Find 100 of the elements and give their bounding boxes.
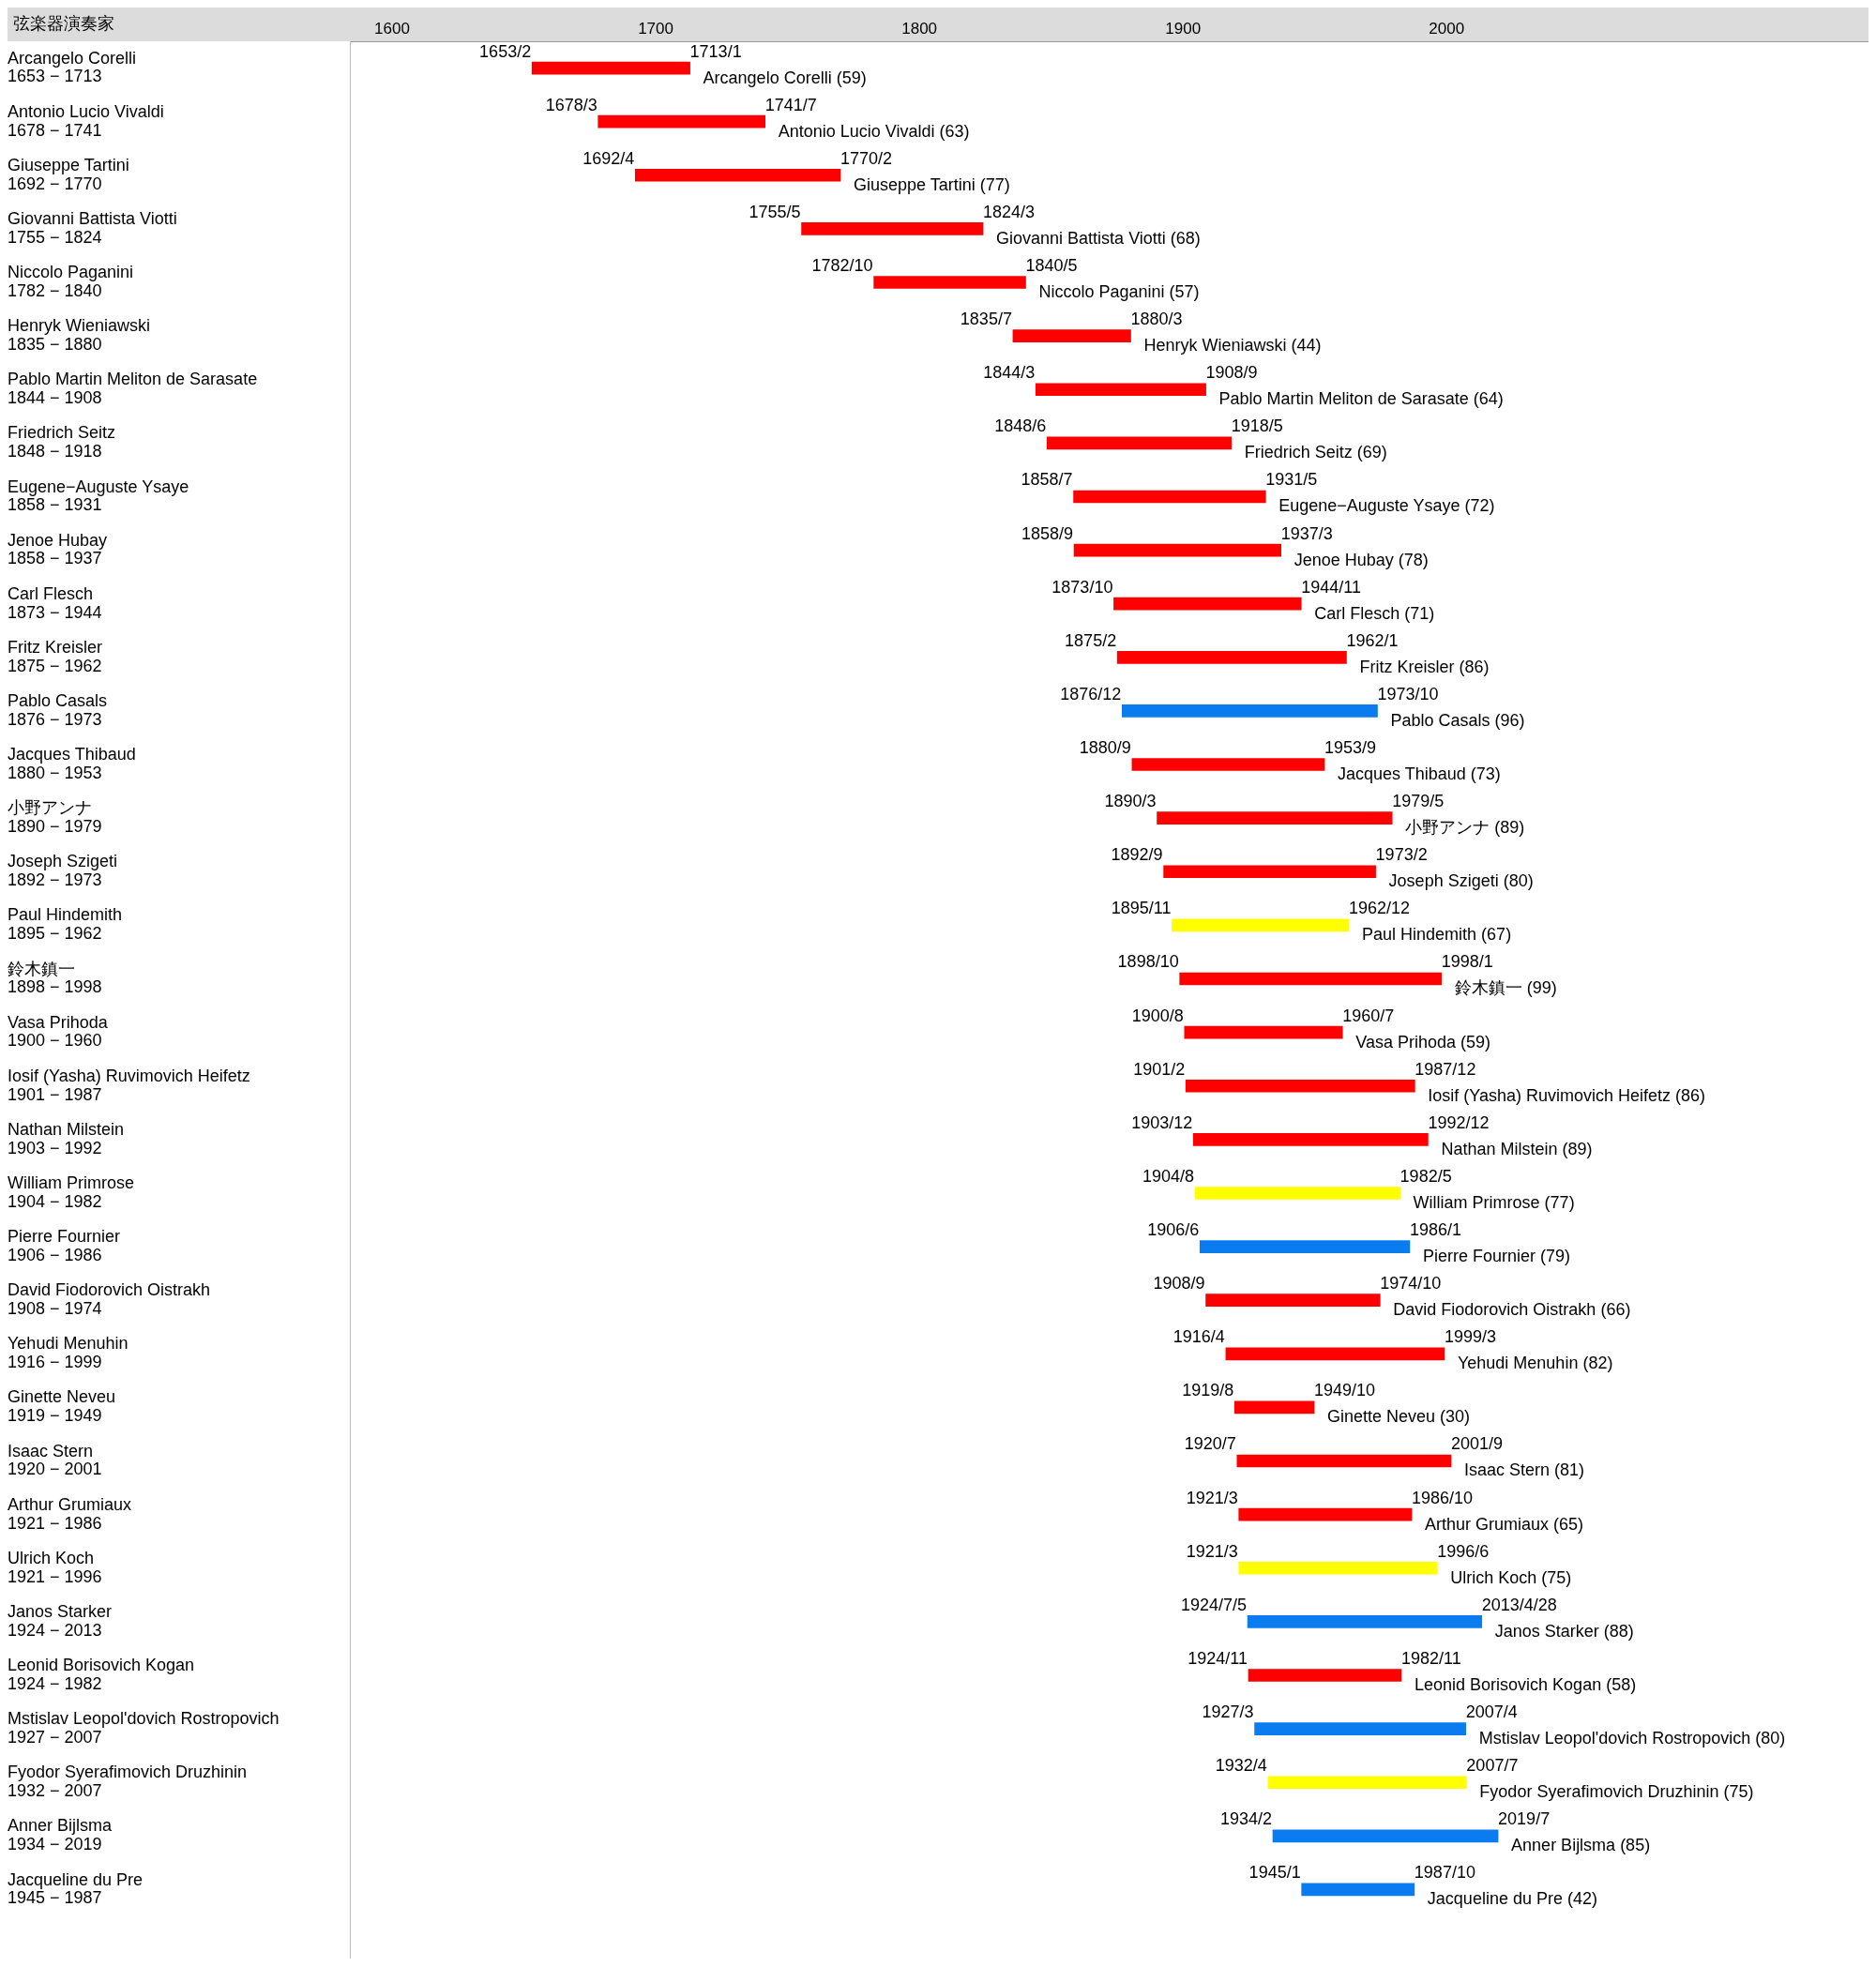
annotation: 1962/12 xyxy=(1349,899,1411,918)
annotation: 1741/7 xyxy=(764,95,817,114)
annotation: 1890/3 xyxy=(1104,792,1157,811)
bar xyxy=(1184,1025,1343,1039)
annotation: 1949/10 xyxy=(1314,1381,1376,1400)
annotation: 1880/9 xyxy=(1079,738,1131,758)
annotation: Henryk Wieniawski (44) xyxy=(1143,336,1322,356)
annotation: Antonio Lucio Vivaldi (63) xyxy=(778,121,970,141)
annotation: 1653/2 xyxy=(479,41,532,61)
annotation: 1835/7 xyxy=(960,310,1012,329)
annotation: 1962/1 xyxy=(1346,630,1399,650)
bar xyxy=(1194,1187,1400,1200)
annotation: 1944/11 xyxy=(1301,577,1361,597)
y-tick-label: Leonid Borisovich Kogan 1924 − 1982 xyxy=(8,1656,195,1693)
y-tick-label: Henryk Wieniawski 1835 − 1880 xyxy=(8,316,151,354)
annotation: 1982/11 xyxy=(1401,1648,1461,1668)
annotation: 1986/1 xyxy=(1409,1220,1461,1240)
annotation: Jacqueline du Pre (42) xyxy=(1427,1889,1597,1909)
y-tick-label: 小野アンナ 1890 − 1979 xyxy=(8,798,102,837)
y-tick-label: Mstislav Leopol'dovich Rostropovich 1927 − 2007 xyxy=(8,1709,280,1747)
y-tick-label: Giuseppe Tartini 1692 − 1770 xyxy=(8,155,129,193)
y-tick-label: Isaac Stern 1920 − 2001 xyxy=(8,1441,102,1479)
annotation: 1924/11 xyxy=(1188,1648,1248,1668)
y-tick-label: Niccolo Paganini 1782 − 1840 xyxy=(8,263,134,300)
annotation: Arcangelo Corelli (59) xyxy=(703,68,867,87)
annotation: 1900/8 xyxy=(1131,1006,1184,1025)
y-tick-label: Jacques Thibaud 1880 − 1953 xyxy=(8,745,136,782)
annotation: Nathan Milstein (89) xyxy=(1441,1139,1593,1158)
annotation: 1713/1 xyxy=(689,41,742,61)
annotation: 鈴木鎮一 (99) xyxy=(1454,978,1557,998)
bar xyxy=(1131,758,1325,771)
annotation: Ulrich Koch (75) xyxy=(1450,1567,1572,1587)
annotation: 1931/5 xyxy=(1265,470,1318,490)
bar xyxy=(1199,1240,1411,1253)
annotation: Yehudi Menuhin (82) xyxy=(1457,1354,1613,1373)
y-tick-label: Anner Bijlsma 1934 − 2019 xyxy=(8,1816,113,1854)
annotation: 1927/3 xyxy=(1202,1702,1254,1722)
annotation: Eugene−Auguste Ysaye (72) xyxy=(1278,496,1495,516)
annotation: 2007/7 xyxy=(1466,1756,1519,1776)
bar xyxy=(1163,865,1376,879)
x-tick-label: 1600 xyxy=(374,20,410,38)
bar xyxy=(1247,1615,1483,1628)
annotation: Pierre Fournier (79) xyxy=(1422,1247,1570,1266)
annotation: William Primrose (77) xyxy=(1413,1192,1575,1212)
annotation: 1920/7 xyxy=(1184,1434,1236,1454)
bar xyxy=(634,168,841,182)
annotation: 2007/4 xyxy=(1465,1702,1518,1722)
y-tick-label: Jenoe Hubay 1858 − 1937 xyxy=(8,530,108,568)
bar xyxy=(1238,1507,1413,1521)
annotation: 1678/3 xyxy=(545,95,598,114)
x-tick-label: 2000 xyxy=(1429,20,1465,38)
annotation: Niccolo Paganini (57) xyxy=(1038,281,1200,301)
annotation: Arthur Grumiaux (65) xyxy=(1425,1514,1584,1534)
annotation: 1992/12 xyxy=(1428,1112,1490,1132)
annotation: 1755/5 xyxy=(749,202,801,221)
y-tick-label: Carl Flesch 1873 − 1944 xyxy=(8,583,102,622)
annotation: 1987/10 xyxy=(1414,1863,1475,1883)
y-tick-label: Joseph Szigeti 1892 − 1973 xyxy=(8,852,118,890)
annotation: 1953/9 xyxy=(1324,738,1377,758)
bar xyxy=(1236,1454,1452,1468)
annotation: 1974/10 xyxy=(1380,1274,1442,1294)
annotation: 1824/3 xyxy=(983,202,1036,221)
annotation: 1895/11 xyxy=(1111,899,1172,918)
annotation: 1932/4 xyxy=(1215,1756,1267,1776)
annotation: 1904/8 xyxy=(1142,1166,1195,1186)
annotation: 1840/5 xyxy=(1025,255,1078,275)
bar xyxy=(531,61,690,75)
bar xyxy=(1073,543,1282,557)
bar xyxy=(1233,1400,1315,1415)
annotation: 1880/3 xyxy=(1130,310,1183,329)
annotation: 1782/10 xyxy=(811,255,873,275)
annotation: 1844/3 xyxy=(983,363,1036,383)
y-tick-label: Paul Hindemith 1895 − 1962 xyxy=(8,905,123,944)
annotation: 1960/7 xyxy=(1342,1006,1395,1025)
annotation: Joseph Szigeti (80) xyxy=(1388,871,1534,891)
bar xyxy=(1185,1079,1415,1093)
bar xyxy=(598,114,766,129)
annotation: 1921/3 xyxy=(1186,1488,1238,1507)
annotation: Janos Starker (88) xyxy=(1494,1621,1634,1641)
annotation: Jacques Thibaud (73) xyxy=(1338,764,1501,784)
y-tick-label: Janos Starker 1924 − 2013 xyxy=(8,1601,113,1640)
bar xyxy=(1225,1347,1445,1361)
bar xyxy=(1267,1776,1467,1790)
bar xyxy=(1192,1133,1429,1146)
y-tick-label: David Fiodorovich Oistrakh 1908 − 1974 xyxy=(8,1280,211,1319)
y-tick-label: Ginette Neveu 1919 − 1949 xyxy=(8,1387,116,1426)
annotation: 1908/9 xyxy=(1153,1274,1205,1294)
annotation: 1919/8 xyxy=(1182,1381,1234,1400)
bar xyxy=(1248,1669,1402,1682)
annotation: 1987/12 xyxy=(1415,1059,1476,1079)
annotation: 1996/6 xyxy=(1437,1541,1490,1561)
y-tick-label: Ulrich Koch 1921 − 1996 xyxy=(8,1548,102,1586)
annotation: 1892/9 xyxy=(1111,845,1163,865)
annotation: 1901/2 xyxy=(1133,1059,1186,1079)
bar xyxy=(1272,1829,1499,1843)
y-tick-label: Friedrich Seitz 1848 − 1918 xyxy=(8,423,116,461)
annotation: Vasa Prihoda (59) xyxy=(1355,1032,1490,1052)
annotation: Paul Hindemith (67) xyxy=(1362,925,1512,945)
annotation: 1999/3 xyxy=(1444,1327,1497,1347)
annotation: 1921/3 xyxy=(1186,1541,1238,1561)
